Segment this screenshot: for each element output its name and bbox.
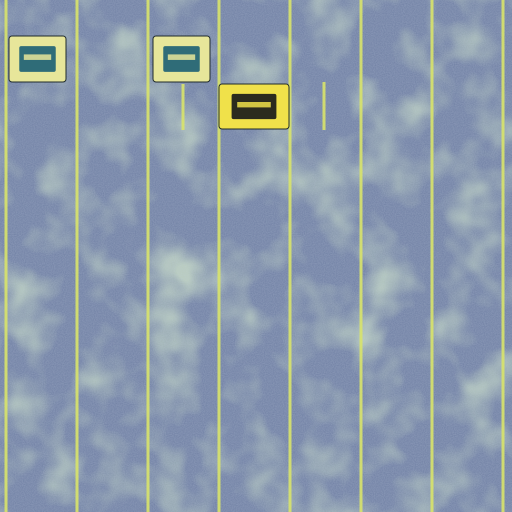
vehicle-3 [218, 83, 290, 130]
stall-line-6 [359, 0, 363, 512]
vehicles [8, 35, 290, 130]
stall-line-1 [4, 0, 8, 512]
stall-line-5 [288, 0, 292, 512]
stall-line-4 [217, 0, 221, 512]
stall-line-7 [430, 0, 434, 512]
stall-stub-1 [181, 84, 185, 130]
vehicle-1 [8, 35, 67, 83]
stall-lines [4, 0, 505, 512]
stall-stub-2 [322, 82, 326, 130]
stall-line-3 [146, 0, 150, 512]
vehicle-2 [152, 35, 211, 83]
stall-line-2 [75, 0, 79, 512]
stall-line-8 [501, 0, 505, 512]
